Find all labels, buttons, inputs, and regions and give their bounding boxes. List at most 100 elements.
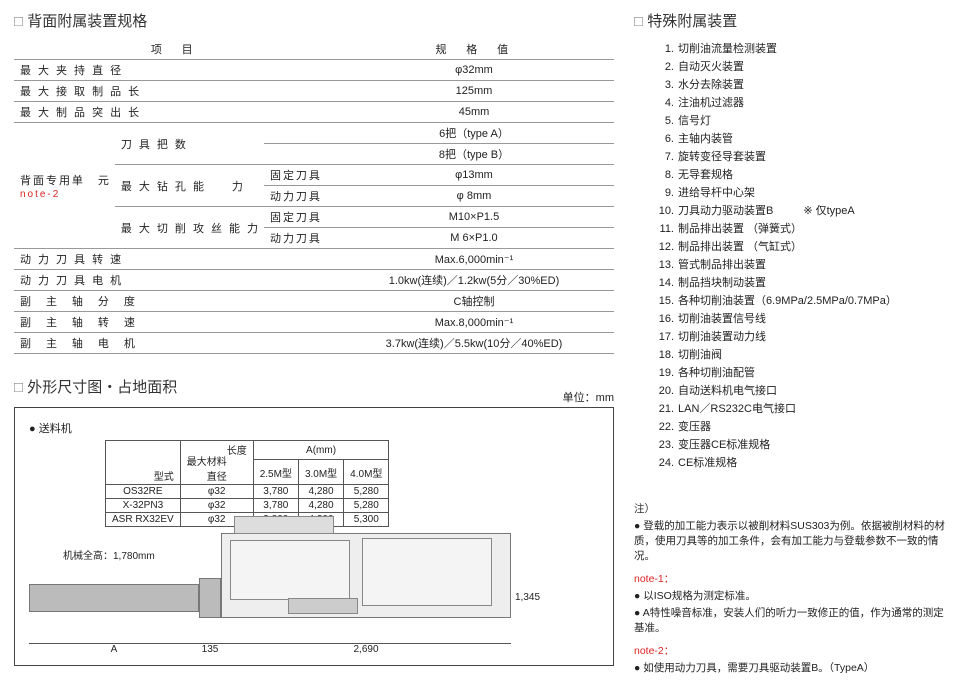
tap-live-v: M 6×P1.0 xyxy=(334,228,614,249)
specs-title: 背面附属装置规格 xyxy=(14,10,614,31)
fh-dia: 最大材料直径 xyxy=(187,457,227,483)
attach-item: 10.刀具动力驱动装置B※ 仅typeA xyxy=(652,201,954,219)
note1-b: A特性噪音标准，安装人们的听力一致修正的值，作为通常的测定基准。 xyxy=(634,605,954,635)
specs-table: 项 目 规 格 值 最 大 夹 持 直 径φ32mm 最 大 接 取 制 品 长… xyxy=(14,39,614,354)
note2-lab: note-2 xyxy=(20,189,60,200)
hdr-item: 项 目 xyxy=(14,39,334,60)
r20v: Max.6,000min⁻¹ xyxy=(334,249,614,270)
feeder-bar xyxy=(29,584,199,612)
dims-title: 外形尺寸图・占地面积 xyxy=(14,376,177,397)
drill-live-v: φ 8mm xyxy=(334,186,614,207)
attach-item: 1.切削油流量检测装置 xyxy=(652,39,954,57)
attach-list: 1.切削油流量检测装置2.自动灭火装置3.水分去除装置4.注油机过滤器5.信号灯… xyxy=(634,39,954,471)
toolcount-a: 6把（type A） xyxy=(334,123,614,144)
r23l: 副 主 轴 转 速 xyxy=(14,312,334,333)
r23v: Max.8,000min⁻¹ xyxy=(334,312,614,333)
attach-item: 14.制品挡块制动装置 xyxy=(652,273,954,291)
height-label: 机械全高：1,780mm xyxy=(63,547,155,562)
fh-type: 型式 xyxy=(106,441,181,485)
r21l: 动 力 刀 具 电 机 xyxy=(14,270,334,291)
feed-table: 型式 长度最大材料直径 A(mm) 2.5M型 3.0M型 4.0M型 OS32… xyxy=(105,440,389,527)
dims-below: A 135 2,690 xyxy=(29,643,599,655)
r24v: 3.7kw(连续)／5.5kw(10分／40%ED) xyxy=(334,333,614,354)
attach-item: 15.各种切削油装置（6.9MPa/2.5MPa/0.7MPa） xyxy=(652,291,954,309)
r0v: φ32mm xyxy=(334,60,614,81)
dim-1345: 1,345 xyxy=(515,592,540,603)
fh-a3: 4.0M型 xyxy=(344,460,389,485)
attach-title: 特殊附属装置 xyxy=(634,10,954,31)
drill-lab: 最 大 钻 孔 能 力 xyxy=(115,165,264,207)
dim-135: 135 xyxy=(202,644,219,655)
f1a1: 3,780 xyxy=(253,499,298,513)
dim-box: 送料机 型式 长度最大材料直径 A(mm) 2.5M型 3.0M型 4.0M型 … xyxy=(14,407,614,666)
note2-h: note-2： xyxy=(634,643,954,658)
note1-a: 以ISO规格为测定标准。 xyxy=(634,588,954,603)
tap-fixed-l: 固定刀具 xyxy=(264,207,334,228)
toolcount-lab: 刀 具 把 数 xyxy=(115,123,264,165)
hdr-val: 规 格 值 xyxy=(334,39,614,60)
fh-len: 长度 xyxy=(227,442,247,457)
attach-item: 2.自动灭火装置 xyxy=(652,57,954,75)
tap-fixed-v: M10×P1.5 xyxy=(334,207,614,228)
tap-live-l: 动力刀具 xyxy=(264,228,334,249)
dim-2690: 2,690 xyxy=(353,644,378,655)
dims-unit: 单位：mm xyxy=(563,389,614,405)
drill-live-l: 动力刀具 xyxy=(264,186,334,207)
r24l: 副 主 轴 电 机 xyxy=(14,333,334,354)
r2v: 45mm xyxy=(334,102,614,123)
notes: 注） 登载的加工能力表示以被削材料SUS303为例。依据被削材料的材质，使用刀具… xyxy=(634,501,954,675)
f1m: X-32PN3 xyxy=(106,499,181,513)
toolcount-b: 8把（type B） xyxy=(334,144,614,165)
f2m: ASR RX32EV xyxy=(106,513,181,527)
note1-h: note-1： xyxy=(634,571,954,586)
f2a3: 5,300 xyxy=(344,513,389,527)
connector-block xyxy=(199,578,221,618)
r2l: 最 大 制 品 突 出 长 xyxy=(14,102,334,123)
attach-item: 3.水分去除装置 xyxy=(652,75,954,93)
r0l: 最 大 夹 持 直 径 xyxy=(14,60,334,81)
attach-item: 21.LAN／RS232C电气接口 xyxy=(652,399,954,417)
drill-fixed-l: 固定刀具 xyxy=(264,165,334,186)
r22v: C轴控制 xyxy=(334,291,614,312)
r21v: 1.0kw(连续)／1.2kw(5分／30%ED) xyxy=(334,270,614,291)
attach-item: 18.切削油阀 xyxy=(652,345,954,363)
drill-fixed-v: φ13mm xyxy=(334,165,614,186)
attach-item: 11.制品排出装置 （弹簧式） xyxy=(652,219,954,237)
notes-hdr: 注） xyxy=(634,501,954,516)
attach-item: 7.旋转变径导套装置 xyxy=(652,147,954,165)
note2-a: 如使用动力刀具，需要刀具驱动装置B。（TypeA） xyxy=(634,660,954,675)
attach-item: 5.信号灯 xyxy=(652,111,954,129)
r22l: 副 主 轴 分 度 xyxy=(14,291,334,312)
group-lab-text: 背面专用单 元 xyxy=(20,175,111,187)
f1a3: 5,280 xyxy=(344,499,389,513)
r1v: 125mm xyxy=(334,81,614,102)
f0m: OS32RE xyxy=(106,485,181,499)
r20l: 动 力 刀 具 转 速 xyxy=(14,249,334,270)
machine-body xyxy=(221,533,511,618)
attach-item: 17.切削油装置动力线 xyxy=(652,327,954,345)
attach-item: 24.CE标准规格 xyxy=(652,453,954,471)
fh-a2: 3.0M型 xyxy=(298,460,343,485)
f1a2: 4,280 xyxy=(298,499,343,513)
feeder-label: 送料机 xyxy=(29,423,72,435)
attach-item: 12.制品排出装置 （气缸式） xyxy=(652,237,954,255)
attach-item: 6.主轴内装管 xyxy=(652,129,954,147)
f0a1: 3,780 xyxy=(253,485,298,499)
attach-item: 8.无导套规格 xyxy=(652,165,954,183)
notes-p1: 登载的加工能力表示以被削材料SUS303为例。依据被削材料的材质，使用刀具等的加… xyxy=(634,518,954,563)
dim-a: A xyxy=(111,644,118,655)
f1d: φ32 xyxy=(180,499,253,513)
attach-item: 20.自动送料机电气接口 xyxy=(652,381,954,399)
f0d: φ32 xyxy=(180,485,253,499)
attach-item: 4.注油机过滤器 xyxy=(652,93,954,111)
r1l: 最 大 接 取 制 品 长 xyxy=(14,81,334,102)
f0a3: 5,280 xyxy=(344,485,389,499)
attach-item: 19.各种切削油配管 xyxy=(652,363,954,381)
fh-a1: 2.5M型 xyxy=(253,460,298,485)
f0a2: 4,280 xyxy=(298,485,343,499)
attach-item: 23.变压器CE标准规格 xyxy=(652,435,954,453)
tap-lab: 最 大 切 削 攻 丝 能 力 xyxy=(115,207,264,249)
fh-a: A(mm) xyxy=(253,441,389,460)
attach-item: 13.管式制品排出装置 xyxy=(652,255,954,273)
attach-item: 16.切削油装置信号线 xyxy=(652,309,954,327)
